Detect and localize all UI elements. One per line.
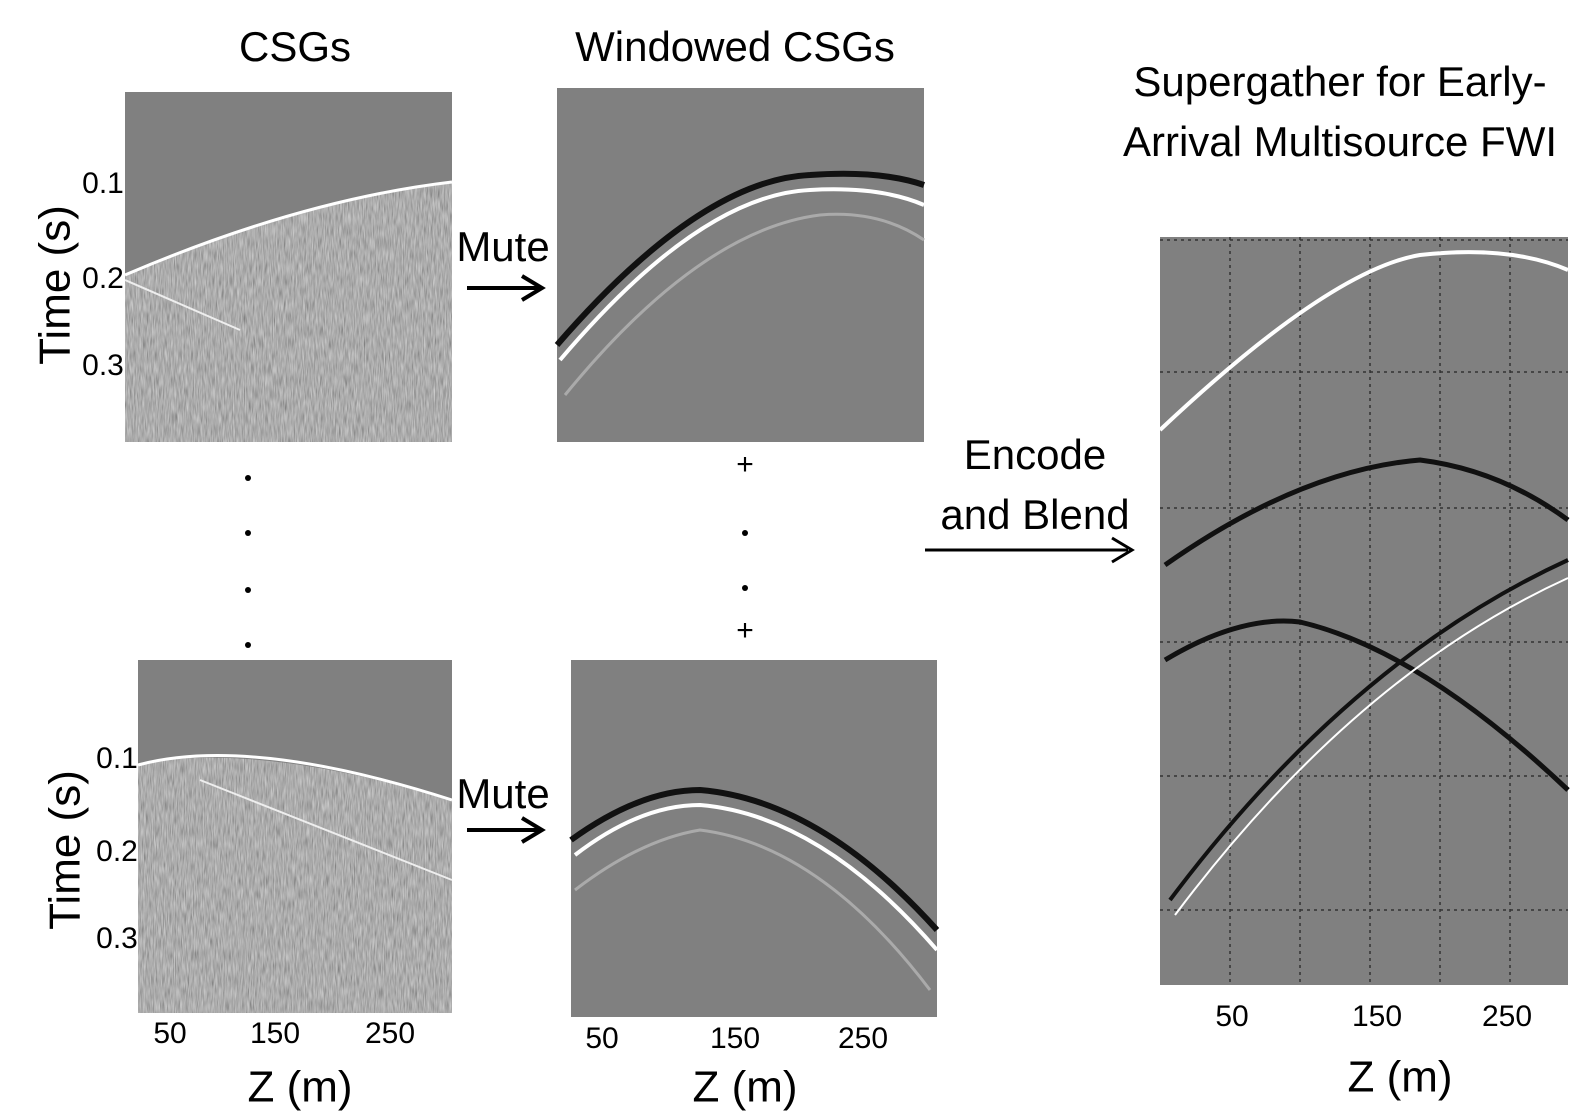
x-label: Z (m) <box>247 1063 352 1112</box>
x-tick-label: 150 <box>710 1022 760 1055</box>
first-arrival <box>137 754 453 802</box>
wavefront <box>1158 250 1569 432</box>
arrow <box>925 536 1135 564</box>
x-label: Z (m) <box>692 1063 797 1112</box>
x-tick-label: 250 <box>838 1022 888 1055</box>
wavefront <box>1163 457 1570 568</box>
wavefront <box>1168 558 1569 902</box>
y-tick-label: 0.1 <box>96 742 138 775</box>
wavefront <box>569 786 940 933</box>
event <box>124 279 241 331</box>
y-label: Time (s) <box>41 770 90 930</box>
y-tick-label: 0.3 <box>82 349 124 382</box>
x-tick-label: 50 <box>1215 1000 1248 1033</box>
wavefront <box>558 187 925 362</box>
y-tick-label: 0.1 <box>82 167 124 200</box>
wavefront <box>563 212 925 396</box>
arrow <box>467 816 546 844</box>
wavefront <box>573 802 939 952</box>
x-tick-label: 50 <box>585 1022 618 1055</box>
windowed-bottom-panel <box>571 660 937 1017</box>
wavefront <box>574 828 932 991</box>
first-arrival <box>124 180 453 277</box>
arrow <box>467 274 546 302</box>
ellipsis <box>245 475 748 648</box>
mute-label: Mute <box>456 223 549 270</box>
x-tick-label: 50 <box>153 1017 186 1050</box>
mute-label: Mute <box>456 770 549 817</box>
y-tick-label: 0.2 <box>82 262 124 295</box>
wavefront <box>1163 618 1570 792</box>
x-tick-label: 150 <box>250 1017 300 1050</box>
title: Supergather for Early- <box>1133 58 1546 105</box>
x-tick-label: 250 <box>1482 1000 1532 1033</box>
title: Windowed CSGs <box>575 23 895 70</box>
plus: + <box>736 448 754 481</box>
title: CSGs <box>239 23 351 70</box>
encode-label: Encode <box>964 431 1106 478</box>
wavefront <box>1174 577 1569 916</box>
title: Arrival Multisource FWI <box>1123 118 1557 165</box>
windowed-top-panel <box>557 88 924 442</box>
event <box>199 779 453 881</box>
csg-bottom-noise <box>138 757 452 1013</box>
x-tick-label: 150 <box>1352 1000 1402 1033</box>
supergather-panel <box>1160 237 1568 985</box>
x-label: Z (m) <box>1347 1053 1452 1102</box>
encode-label: and Blend <box>940 491 1129 538</box>
plus: + <box>736 614 754 647</box>
x-tick-label: 250 <box>365 1017 415 1050</box>
y-tick-label: 0.3 <box>96 922 138 955</box>
y-label: Time (s) <box>31 205 80 365</box>
wavefront <box>554 170 925 347</box>
y-tick-label: 0.2 <box>96 835 138 868</box>
